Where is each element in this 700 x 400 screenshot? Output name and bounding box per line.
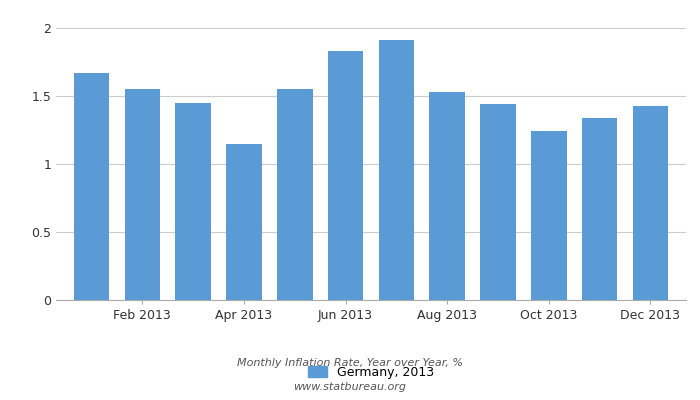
Text: Monthly Inflation Rate, Year over Year, %: Monthly Inflation Rate, Year over Year, … [237, 358, 463, 368]
Bar [125, 89, 160, 300]
Bar [429, 92, 465, 300]
Bar [328, 51, 363, 300]
Legend: Germany, 2013: Germany, 2013 [303, 361, 439, 384]
Bar [379, 40, 414, 300]
Bar [531, 131, 566, 300]
Bar [480, 104, 516, 300]
Bar [226, 144, 262, 300]
Bar [74, 73, 109, 300]
Bar [176, 103, 211, 300]
Text: www.statbureau.org: www.statbureau.org [293, 382, 407, 392]
Bar [582, 118, 617, 300]
Bar [277, 89, 313, 300]
Bar [633, 106, 668, 300]
